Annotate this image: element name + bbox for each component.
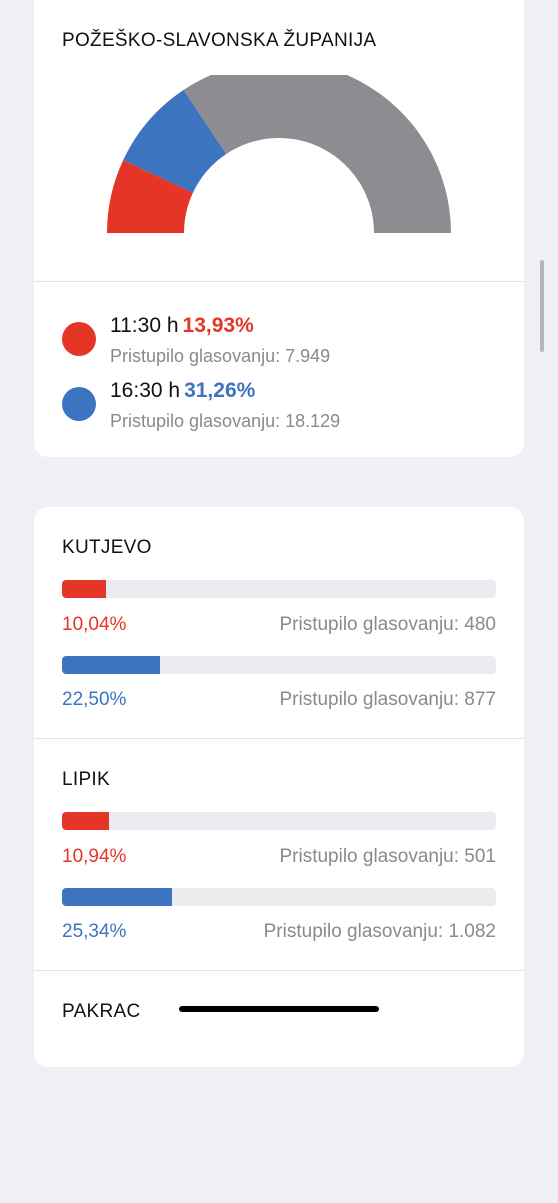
turnout-bar-fill — [62, 656, 160, 674]
legend-time-label: 16:30 h 31,26% — [110, 379, 256, 402]
municipality-section-lipik[interactable]: LIPIK 10,94% Pristupilo glasovanju: 501 … — [34, 739, 524, 971]
municipality-name: KUTJEVO — [62, 537, 152, 558]
turnout-percent: 25,34% — [62, 921, 127, 942]
county-card: POŽEŠKO-SLAVONSKA ŽUPANIJA 11:30 h 13,93%… — [34, 0, 524, 457]
home-indicator[interactable] — [179, 1006, 379, 1012]
turnout-half-donut-chart — [107, 75, 451, 233]
red-dot-icon — [62, 322, 96, 356]
divider — [34, 738, 524, 739]
county-title: POŽEŠKO-SLAVONSKA ŽUPANIJA — [62, 30, 377, 51]
blue-dot-icon — [62, 387, 96, 421]
divider — [34, 970, 524, 971]
turnout-bar-track — [62, 656, 496, 674]
donut-red-slice — [107, 160, 193, 233]
municipality-section-pakrac[interactable]: PAKRAC — [34, 971, 524, 1203]
donut-blue-slice — [123, 89, 227, 193]
turnout-percent: 10,94% — [62, 846, 127, 867]
legend-time-label: 11:30 h 13,93% — [110, 314, 254, 337]
turnout-count: Pristupilo glasovanju: 1.082 — [263, 921, 496, 942]
turnout-percent: 10,04% — [62, 614, 127, 635]
legend-percent: 13,93% — [182, 314, 254, 337]
turnout-count: Pristupilo glasovanju: 480 — [279, 614, 496, 635]
scrollbar-thumb[interactable] — [540, 260, 544, 352]
turnout-percent: 22,50% — [62, 689, 127, 710]
turnout-bar-fill — [62, 888, 172, 906]
turnout-count: Pristupilo glasovanju: 501 — [279, 846, 496, 867]
legend-percent: 31,26% — [184, 379, 256, 402]
legend-turnout-count: Pristupilo glasovanju: 7.949 — [110, 346, 331, 366]
turnout-bar-track — [62, 580, 496, 598]
turnout-bar-track — [62, 888, 496, 906]
turnout-bar-fill — [62, 812, 110, 830]
municipality-name: LIPIK — [62, 769, 110, 790]
municipalities-card: KUTJEVO 10,04% Pristupilo glasovanju: 48… — [34, 507, 524, 1067]
legend-turnout-count: Pristupilo glasovanju: 18.129 — [110, 411, 341, 431]
turnout-count: Pristupilo glasovanju: 877 — [279, 689, 496, 710]
donut-grey-slice — [183, 75, 451, 233]
divider — [34, 281, 524, 282]
municipality-name: PAKRAC — [62, 1001, 141, 1022]
turnout-bar-fill — [62, 580, 106, 598]
municipality-section-kutjevo[interactable]: KUTJEVO 10,04% Pristupilo glasovanju: 48… — [34, 507, 524, 739]
turnout-bar-track — [62, 812, 496, 830]
